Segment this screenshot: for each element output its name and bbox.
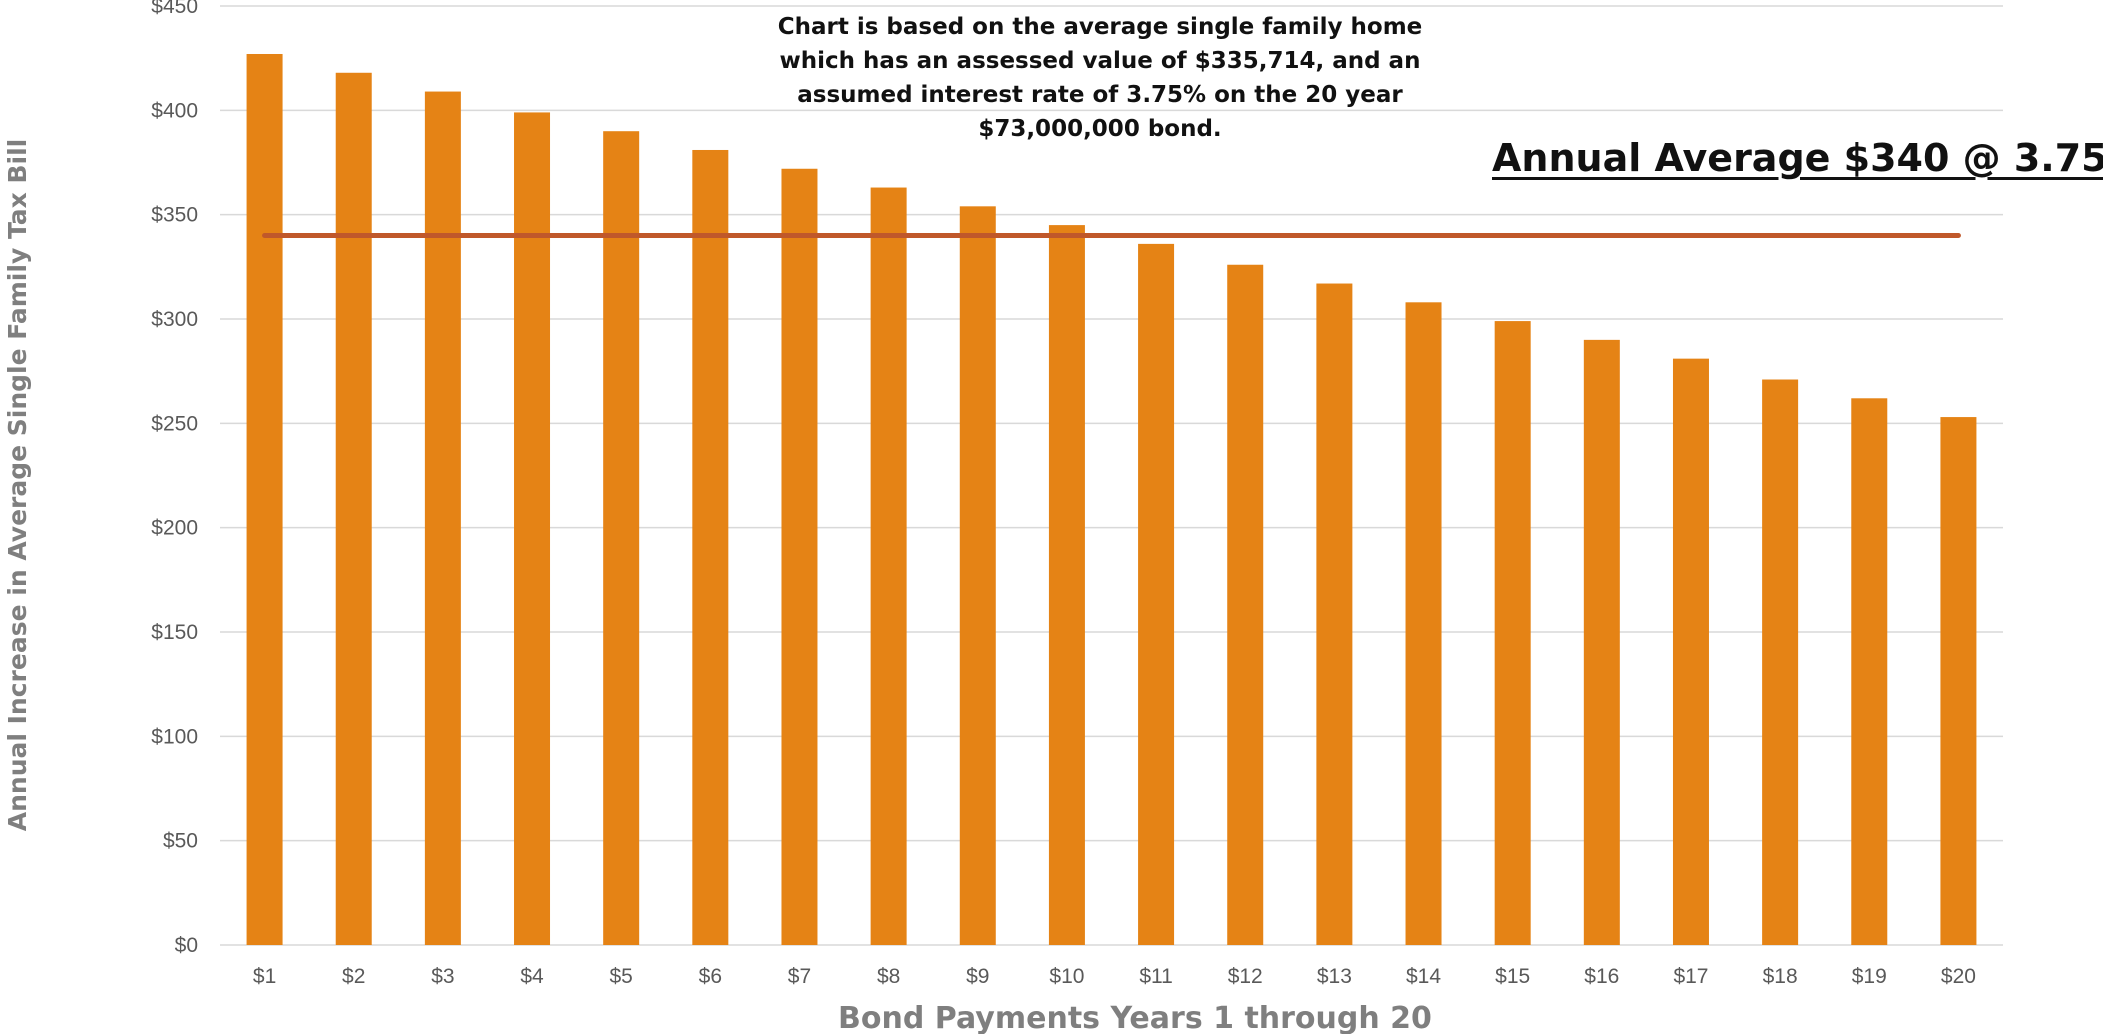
x-tick-label: $1 (253, 965, 276, 988)
chart-annotation: Chart is based on the average single fam… (777, 14, 1423, 142)
bar (514, 112, 551, 946)
y-axis-ticks: $0 $50 $100 $150 $200 $250 $300 $350 $400 $450 (151, 0, 198, 957)
x-tick-label: $10 (1049, 965, 1084, 988)
bar (1762, 379, 1799, 946)
x-tick-label: $2 (342, 965, 365, 988)
bar (1583, 339, 1620, 945)
x-tick-label: $11 (1139, 965, 1172, 988)
y-tick-label: $150 (151, 621, 198, 644)
x-tick-label: $3 (431, 965, 454, 988)
bar (335, 72, 372, 946)
average-label: Annual Average $340 @ 3.75% (1492, 136, 2103, 180)
x-axis-ticks: $1 $2 $3 $4 $5 $6 $7 $8 $9 $10 $11 $12 $13 $14 $15 $16 $… (253, 965, 1976, 988)
x-tick-label: $4 (520, 965, 544, 988)
x-tick-label: $7 (788, 965, 811, 988)
y-tick-label: $300 (151, 308, 198, 331)
bar (1494, 321, 1531, 945)
x-tick-label: $19 (1852, 965, 1887, 988)
x-tick-label: $13 (1317, 965, 1352, 988)
x-tick-label: $17 (1673, 965, 1708, 988)
x-tick-label: $18 (1763, 965, 1798, 988)
x-tick-label: $15 (1495, 965, 1530, 988)
bar (1851, 398, 1888, 945)
bar (1048, 225, 1085, 946)
bar (603, 131, 640, 945)
y-tick-label: $50 (163, 830, 198, 853)
x-tick-label: $8 (877, 965, 900, 988)
bar (1316, 283, 1353, 945)
bar (1227, 264, 1264, 945)
y-tick-label: $250 (151, 412, 198, 435)
x-tick-label: $9 (966, 965, 989, 988)
bar (424, 91, 461, 945)
bar (1405, 302, 1442, 946)
y-tick-label: $100 (151, 725, 198, 748)
y-tick-label: $450 (151, 0, 198, 18)
x-axis-label: Bond Payments Years 1 through 20 (838, 1001, 1432, 1034)
bar (1138, 243, 1175, 945)
x-tick-label: $20 (1941, 965, 1976, 988)
y-tick-label: $350 (151, 204, 198, 227)
bar (1672, 358, 1709, 945)
bar (246, 53, 283, 945)
bar (781, 168, 818, 945)
x-tick-label: $16 (1584, 965, 1619, 988)
bar (1940, 417, 1977, 945)
y-axis-label: Annual Increase in Average Single Family… (3, 139, 32, 832)
y-tick-label: $0 (175, 934, 198, 957)
bar (692, 149, 729, 946)
bar (870, 187, 907, 946)
y-tick-label: $200 (151, 517, 198, 540)
x-tick-label: $12 (1228, 965, 1263, 988)
bar (959, 206, 996, 945)
x-tick-label: $5 (609, 965, 632, 988)
x-tick-label: $6 (699, 965, 722, 988)
bars (246, 53, 1977, 946)
x-tick-label: $14 (1406, 965, 1441, 988)
y-tick-label: $400 (151, 99, 198, 122)
